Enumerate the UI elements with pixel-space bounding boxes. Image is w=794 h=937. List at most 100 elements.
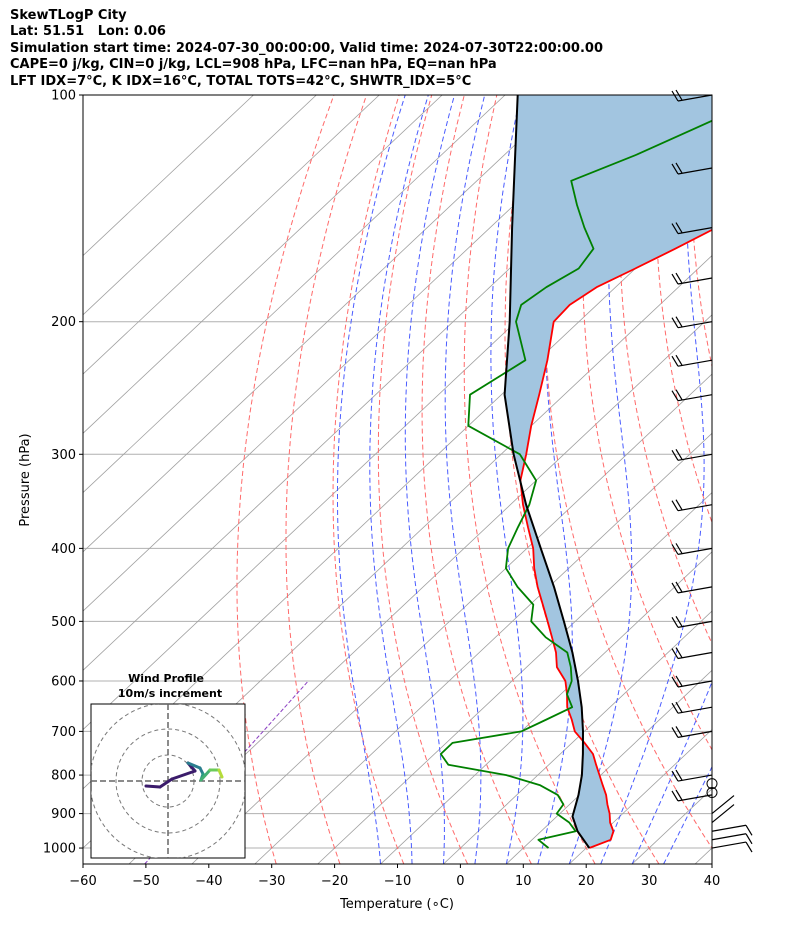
barb-staff: [677, 651, 713, 660]
dry-adiabat-line: [725, 95, 794, 864]
hodograph-segment: [199, 768, 212, 782]
barb-staff: [677, 227, 713, 235]
cape-line: CAPE=0 j/kg, CIN=0 j/kg, LCL=908 hPa, LF…: [10, 57, 497, 73]
wind-barb: [671, 389, 713, 402]
barb-staff: [677, 94, 713, 102]
barb-flag: [675, 499, 683, 511]
chart-title: SkewTLogP City: [10, 8, 127, 23]
y-tick-label: 900: [51, 807, 76, 822]
index-line: LFT IDX=7°C, K IDX=16°C, TOTAL TOTS=42°C…: [10, 73, 472, 89]
isotherm-line: [380, 551, 712, 864]
wind-barb: [711, 841, 753, 853]
barb-flag: [671, 544, 679, 555]
wind-barb: [671, 726, 713, 738]
barb-flag: [675, 222, 683, 233]
isotherm-line: [83, 95, 569, 553]
barb-staff: [677, 453, 713, 461]
isotherm-line: [83, 95, 254, 257]
moist-adiabat-line: [663, 765, 712, 864]
hodograph-segment: [144, 784, 162, 789]
y-axis: 1000 900 800 700 600 500 400 300 200 100: [43, 89, 83, 857]
dry-adiabat-line: [758, 95, 794, 864]
barb-flag: [671, 163, 679, 175]
barb-flag: [671, 273, 679, 285]
x-axis-label: Temperature (∘C): [339, 897, 454, 912]
barb-flag: [675, 581, 683, 593]
y-tick-label: 700: [51, 725, 76, 740]
barb-flag: [671, 355, 679, 367]
x-tick-label: −40: [195, 874, 222, 889]
dry-adiabat-line: [236, 95, 335, 864]
wind-barb: [671, 581, 713, 594]
cape-area: [504, 95, 712, 848]
hodograph-segment: [186, 761, 202, 770]
barb-flag: [671, 648, 679, 659]
barb-flag: [671, 676, 679, 688]
barb-staff: [711, 841, 747, 849]
x-tick-label: −20: [321, 874, 348, 889]
dry-adiabat-line: [421, 95, 532, 864]
hodograph-segment: [158, 777, 174, 789]
barb-flag: [675, 448, 683, 460]
isotherm-line: [191, 373, 712, 864]
barb-staff: [677, 394, 713, 402]
dry-adiabat-line: [655, 95, 712, 524]
barb-flag: [671, 702, 679, 714]
dry-adiabat-line: [285, 95, 367, 864]
x-tick-label: −30: [258, 874, 285, 889]
dry-adiabat-line: [463, 95, 596, 864]
barb-flag: [675, 701, 683, 713]
isotherm-line: [317, 492, 712, 864]
barb-staff: [677, 504, 713, 512]
barb-staff: [677, 321, 713, 329]
isotherm-line: [568, 729, 712, 864]
x-tick-label: −10: [384, 874, 411, 889]
isotherm-line: [83, 95, 380, 375]
x-tick-label: 40: [704, 874, 721, 889]
isotherm-line: [254, 432, 712, 864]
moist-adiabat-line: [369, 95, 429, 864]
inset-title: Wind Profile: [128, 672, 204, 685]
chart-header: SkewTLogP City Lat: 51.51 Lon: 0.06 Simula…: [10, 8, 603, 90]
barb-flag: [675, 389, 683, 400]
barb-staff: [711, 795, 735, 815]
barb-staff: [677, 774, 713, 782]
sounding-traces: [439, 95, 712, 849]
moist-adiabat-line: [337, 95, 406, 864]
barb-flag: [675, 354, 683, 366]
isotherm-line: [83, 95, 632, 612]
barb-flag: [671, 390, 679, 401]
isotherm-line: [128, 314, 712, 864]
wind-barb: [671, 222, 713, 235]
dry-adiabat-line: [790, 95, 794, 864]
barb-flag: [675, 789, 683, 801]
y-tick-label: 400: [51, 542, 76, 557]
y-tick-label: 100: [51, 89, 76, 104]
barb-flag: [671, 770, 679, 782]
barb-staff: [677, 277, 713, 285]
barb-flag: [671, 90, 679, 102]
barb-staff: [677, 730, 713, 738]
barb-flag: [675, 272, 683, 284]
barb-flag: [675, 162, 683, 174]
hodograph-trace: [144, 761, 224, 789]
wind-barb: [671, 448, 713, 461]
barb-staff: [677, 547, 713, 555]
barb-flag: [675, 616, 683, 627]
wind-barb: [671, 769, 713, 782]
barb-flag: [671, 727, 679, 738]
isotherm-line: [83, 95, 443, 434]
hodograph-segment: [217, 768, 224, 779]
x-tick-label: 20: [578, 874, 595, 889]
y-tick-label: 500: [51, 615, 76, 630]
moist-adiabat-line: [631, 680, 712, 864]
dry-adiabat-line: [332, 95, 405, 864]
wind-profile-inset: Wind Profile 10m/s increment: [90, 672, 246, 859]
dewpoint-line: [439, 119, 712, 849]
barb-flag: [675, 543, 683, 554]
dry-adiabat-line: [544, 95, 712, 849]
barb-staff: [711, 833, 747, 841]
barb-flag: [671, 449, 679, 461]
wind-barbs: [671, 89, 753, 853]
